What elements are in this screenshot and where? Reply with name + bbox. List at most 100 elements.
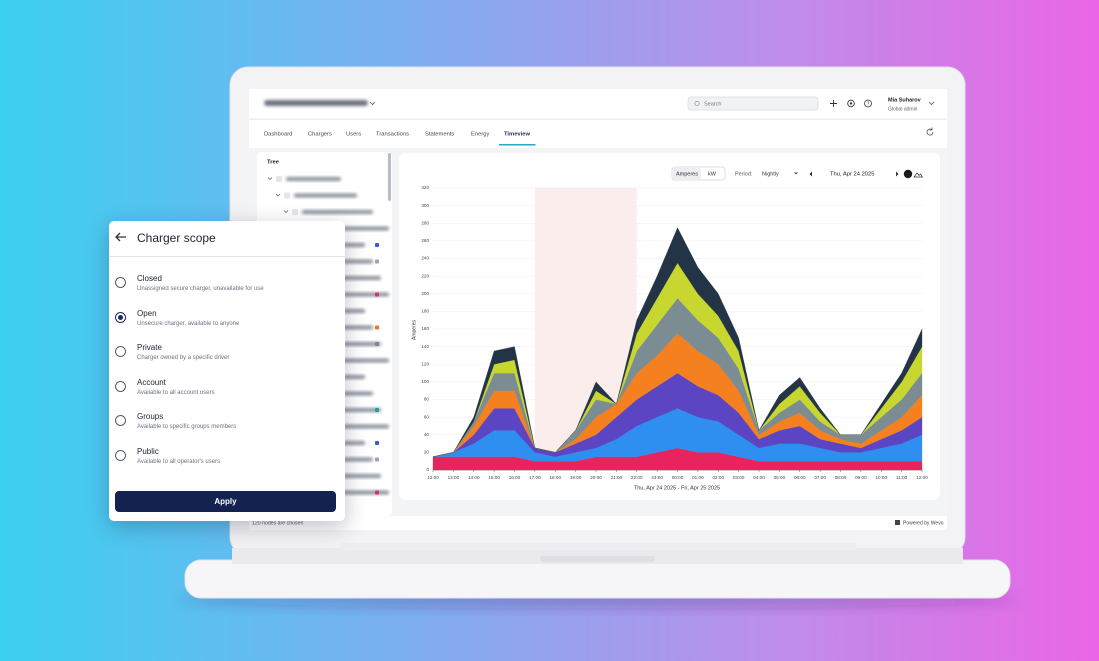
image-icon[interactable] bbox=[913, 172, 924, 178]
chart: Amperes Thu, Apr 24 2025 - Fri, Apr 25 2… bbox=[411, 185, 928, 491]
x-tick-label: 09:00 bbox=[855, 475, 867, 480]
option-label: Groups bbox=[137, 412, 164, 422]
unit-option[interactable]: Amperes bbox=[676, 171, 698, 177]
tree-title: Tree bbox=[267, 160, 280, 166]
laptop-base bbox=[184, 559, 1011, 599]
tree-checkbox bbox=[292, 209, 298, 215]
tree-chevron bbox=[275, 193, 281, 197]
tab[interactable]: Energy bbox=[471, 132, 489, 138]
back-arrow[interactable] bbox=[114, 230, 128, 244]
scope-option[interactable]: Groups Available to specific groups membe… bbox=[109, 412, 345, 442]
tree-status-dot bbox=[375, 342, 379, 346]
tabs: Dashboard Chargers Users Transactions St… bbox=[264, 132, 530, 138]
tab[interactable]: Dashboard bbox=[264, 132, 292, 138]
x-tick-label: 03:00 bbox=[733, 475, 745, 480]
tree-label-blurred bbox=[286, 177, 341, 181]
unit-active-bg bbox=[673, 168, 701, 179]
option-label: Closed bbox=[137, 274, 162, 283]
option-description: Unassigned secure charger, unavailable f… bbox=[137, 286, 264, 292]
help-glyph: ? bbox=[867, 101, 870, 107]
y-tick-label: 240 bbox=[421, 256, 429, 261]
settings-icon-dot bbox=[849, 102, 853, 105]
divider bbox=[109, 256, 345, 257]
option-description: Unsecure charger, available to anyone bbox=[137, 320, 240, 327]
x-tick-label: 16:00 bbox=[509, 475, 521, 480]
tree-status-dot bbox=[375, 490, 379, 495]
tree-footer: 120 nodes are chosen bbox=[252, 520, 303, 526]
x-tick-label: 12:00 bbox=[427, 475, 439, 480]
scope-option[interactable]: Public Available to all operator's users bbox=[109, 447, 345, 477]
user-role: Global admin bbox=[888, 106, 918, 112]
y-tick-label: 300 bbox=[421, 203, 429, 208]
keyboard-edge bbox=[340, 543, 856, 551]
search-placeholder: Search bbox=[704, 101, 721, 107]
x-tick-label: 08:00 bbox=[835, 475, 847, 480]
x-tick-label: 02:00 bbox=[713, 475, 725, 480]
x-tick-label: 11:00 bbox=[896, 475, 908, 480]
y-tick-label: 320 bbox=[421, 185, 429, 190]
x-tick-label: 17:00 bbox=[529, 475, 541, 480]
y-axis-label: Amperes bbox=[411, 320, 417, 341]
add-icon[interactable] bbox=[830, 100, 837, 107]
period-caret bbox=[794, 172, 798, 175]
settings-icon[interactable] bbox=[847, 99, 855, 108]
x-axis-label: Thu, Apr 24 2025 - Fri, Apr 25 2025 bbox=[634, 485, 720, 491]
tree-chevron bbox=[283, 210, 289, 213]
radio bbox=[115, 380, 126, 392]
y-tick-label: 120 bbox=[421, 361, 429, 366]
user-name: Mia Suharov bbox=[888, 97, 922, 103]
scope-option[interactable]: Open Unsecure charger, available to anyon… bbox=[109, 309, 345, 339]
y-tick-label: 140 bbox=[421, 344, 429, 349]
unit-option[interactable]: kW bbox=[708, 171, 717, 177]
date: Thu, Apr 24 2025 bbox=[830, 172, 874, 178]
y-tick-label: 280 bbox=[421, 220, 429, 225]
tab[interactable]: Users bbox=[346, 132, 361, 138]
x-tick-label: 14:00 bbox=[468, 475, 480, 480]
tree-status-dot bbox=[375, 441, 379, 445]
refresh-icon[interactable] bbox=[926, 127, 934, 136]
radio bbox=[115, 311, 126, 323]
y-tick-label: 80 bbox=[424, 397, 430, 402]
x-tick-label: 22:00 bbox=[631, 475, 643, 480]
scope-option[interactable]: Closed Unassigned secure charger, unavail… bbox=[109, 274, 345, 304]
x-tick-label: 21:00 bbox=[611, 475, 623, 480]
scope-option[interactable]: Account Available to all account users bbox=[109, 378, 345, 408]
x-tick-label: 04:00 bbox=[753, 475, 765, 480]
tree-chevron bbox=[267, 177, 273, 180]
tab[interactable]: Timeview bbox=[504, 132, 530, 138]
option-label: Private bbox=[137, 343, 162, 353]
tab[interactable]: Transactions bbox=[376, 132, 409, 138]
x-tick-label: 19:00 bbox=[570, 475, 582, 480]
charger-scope-dialog: Charger scope Closed Unassigned secure ch… bbox=[109, 221, 345, 521]
y-tick-label: 160 bbox=[421, 326, 429, 331]
period-select[interactable]: Nightly bbox=[762, 171, 779, 177]
wevo-logo bbox=[895, 520, 900, 525]
radio bbox=[115, 346, 126, 358]
scope-option[interactable]: Private Charger owned by a specific drive… bbox=[109, 343, 345, 373]
apply-button[interactable]: Apply bbox=[115, 491, 336, 512]
y-tick-label: 40 bbox=[424, 432, 430, 437]
tab-bar bbox=[249, 120, 947, 148]
y-tick-label: 180 bbox=[421, 309, 429, 314]
x-tick-label: 23:00 bbox=[651, 475, 663, 480]
area bbox=[432, 227, 923, 457]
tree-checkbox bbox=[284, 192, 290, 199]
option-description: Charger owned by a specific driver bbox=[137, 355, 230, 362]
tree-status-dot bbox=[375, 259, 379, 264]
tree-status-dot bbox=[375, 408, 379, 412]
tree-status-dot bbox=[375, 243, 379, 247]
user-chevron[interactable] bbox=[928, 101, 935, 106]
x-tick-label: 20:00 bbox=[590, 475, 602, 480]
next-date[interactable] bbox=[896, 171, 899, 177]
search-box[interactable] bbox=[687, 96, 819, 111]
option-label: Account bbox=[137, 377, 166, 387]
x-tick-label: 13:00 bbox=[448, 475, 460, 480]
tab[interactable]: Chargers bbox=[308, 132, 332, 138]
theme-toggle[interactable] bbox=[903, 169, 913, 179]
prev-date[interactable] bbox=[809, 171, 813, 177]
option-label: Open bbox=[137, 308, 157, 318]
tab[interactable]: Statements bbox=[425, 132, 454, 138]
help-icon[interactable] bbox=[864, 99, 872, 108]
